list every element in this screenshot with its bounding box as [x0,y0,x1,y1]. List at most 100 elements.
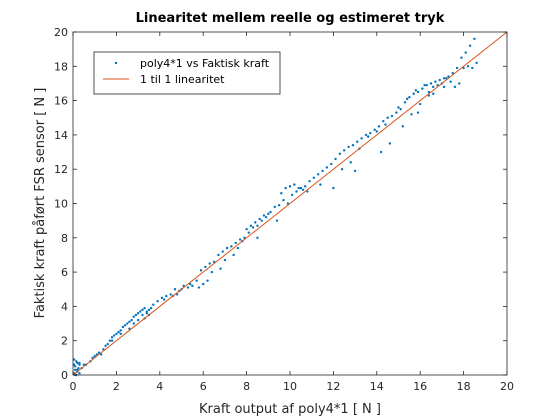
data-point [408,95,411,99]
data-point [78,361,81,365]
data-point [162,298,166,301]
y-tick-label: 2 [61,335,68,348]
data-point [458,82,461,85]
data-point [303,185,307,188]
data-point [225,246,229,250]
data-point [234,241,237,245]
data-point [464,51,467,54]
data-point [267,212,270,215]
data-point [202,282,205,286]
data-point [473,37,476,41]
data-point [438,78,441,82]
data-point [442,85,446,89]
data-point [117,330,120,334]
data-point [186,286,190,289]
data-point [149,306,153,310]
data-point [306,190,309,193]
data-point [238,238,242,241]
data-point [416,90,420,94]
data-point [445,77,448,80]
data-point [375,130,378,133]
legend-label-line: 1 til 1 linearitet [140,73,225,86]
data-point [319,183,322,186]
y-tick-label: 20 [54,26,68,39]
data-point [210,270,214,274]
data-point [191,284,194,288]
data-point [460,56,463,59]
data-point [308,180,311,183]
x-tick-label: 2 [113,380,120,393]
data-point [128,327,131,330]
data-point [364,133,368,137]
data-point [113,334,116,337]
data-point [401,125,405,128]
data-point [197,286,201,289]
data-point [243,236,246,239]
data-point [338,152,342,155]
data-point [347,145,350,149]
legend-label-points: poly4*1 vs Faktisk kraft [140,57,270,70]
data-point [143,306,146,310]
data-point [455,66,459,70]
data-point [442,77,446,80]
data-point [353,169,357,173]
data-point [123,324,127,327]
y-axis-label: Faktisk kraft påført FSR sensor [ N ] [33,88,48,319]
data-point [390,114,394,118]
data-point [169,293,172,296]
data-point [160,296,164,300]
data-point [223,258,227,262]
x-tick-label: 12 [326,380,340,393]
data-point [432,92,435,95]
data-point [258,217,261,221]
data-point [416,111,420,114]
data-point [100,353,103,356]
data-point [115,332,118,336]
y-tick-label: 6 [61,266,68,279]
y-tick-label: 10 [54,198,68,211]
data-point [403,101,407,104]
data-point [284,186,287,190]
data-point [73,368,77,372]
series-line [72,31,508,376]
data-point [351,143,355,147]
data-point [373,128,376,131]
data-point [232,253,235,257]
data-point [297,186,300,190]
data-point [175,293,179,296]
data-point [78,372,81,375]
data-point [290,193,294,197]
data-point [436,83,439,87]
data-point [388,142,392,145]
data-point [419,102,422,106]
data-point [432,85,435,89]
data-point [136,318,140,322]
x-axis-label: Kraft output af poly4*1 [ N ] [199,402,381,417]
data-point [128,320,131,324]
data-point [410,113,413,116]
data-point [468,44,472,47]
x-tick-label: 16 [413,380,427,393]
data-point [397,106,400,109]
line-layer [72,31,508,376]
data-point [136,312,140,315]
data-point [208,262,211,265]
data-point [325,166,329,169]
data-point [110,336,114,339]
data-point [429,82,433,85]
data-point [195,279,198,282]
data-point [332,186,335,190]
points-layer [72,37,478,377]
data-point [384,123,387,126]
data-point [471,66,474,70]
data-point [230,245,233,248]
data-point [277,204,281,207]
x-tick-label: 14 [370,380,384,393]
y-tick-label: 18 [54,60,68,73]
data-point [206,279,209,282]
data-point [286,202,290,205]
data-point [104,344,107,348]
data-point [199,269,203,272]
